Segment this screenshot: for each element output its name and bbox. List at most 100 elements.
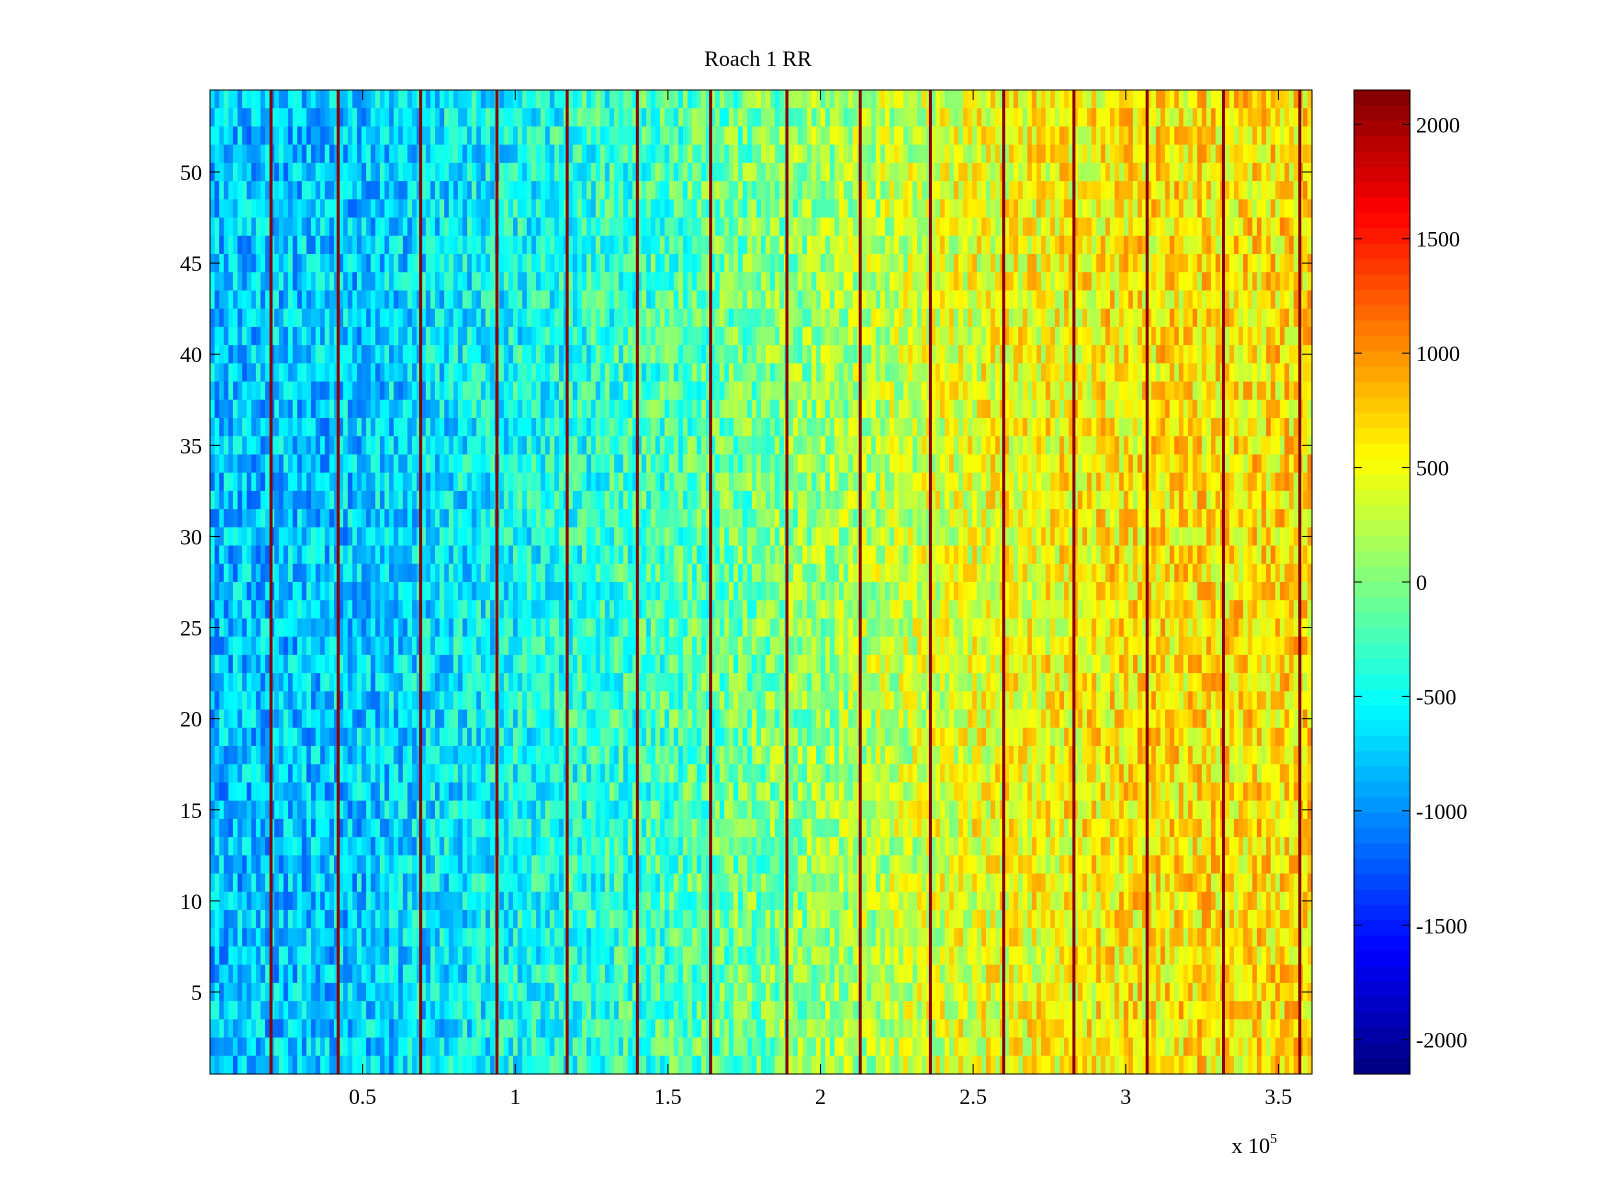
heatmap-cell [508, 399, 514, 419]
heatmap-cell [462, 126, 468, 146]
heatmap-cell [412, 399, 418, 419]
heatmap-cell [1105, 272, 1111, 292]
heatmap-cell [242, 254, 248, 273]
heatmap-cell [370, 418, 376, 437]
heatmap-cell [297, 290, 303, 310]
heatmap-cell [1142, 108, 1148, 128]
heatmap-cell [462, 399, 468, 419]
heatmap-cell [1284, 108, 1290, 128]
heatmap-cell [742, 454, 748, 474]
heatmap-cell [356, 217, 363, 237]
heatmap-cell [1087, 199, 1093, 219]
heatmap-cell [421, 454, 427, 474]
heatmap-cell [1128, 436, 1134, 456]
heatmap-cell [719, 217, 725, 237]
heatmap-cell [246, 436, 252, 456]
heatmap-cell [637, 199, 643, 219]
heatmap-cell [499, 181, 505, 200]
heatmap-cell [637, 290, 643, 310]
heatmap-cell [673, 290, 679, 310]
heatmap-cell [347, 308, 353, 328]
heatmap-cell [352, 144, 358, 164]
heatmap-cell [467, 399, 473, 419]
heatmap-cell [237, 308, 243, 328]
heatmap-cell [379, 199, 386, 219]
heatmap-cell [439, 272, 445, 292]
heatmap-cell [976, 162, 982, 182]
heatmap-cell [540, 418, 546, 437]
heatmap-cell [898, 199, 904, 219]
heatmap-cell [517, 436, 523, 456]
heatmap-cell [549, 181, 555, 200]
heatmap-cell [765, 381, 771, 401]
heatmap-cell [609, 381, 615, 401]
heatmap-cell [958, 272, 964, 292]
heatmap-cell [632, 381, 638, 401]
heatmap-cell [283, 108, 289, 128]
heatmap-cell [223, 181, 229, 200]
heatmap-cell [710, 436, 716, 456]
heatmap-cell [926, 162, 932, 182]
heatmap-cell [1027, 381, 1033, 401]
heatmap-cell [1004, 326, 1010, 346]
heatmap-cell [1169, 363, 1175, 383]
heatmap-cell [632, 272, 638, 292]
heatmap-cell [370, 363, 376, 383]
heatmap-cell [843, 90, 849, 109]
heatmap-cell [779, 181, 785, 200]
heatmap-cell [609, 308, 615, 328]
heatmap-cell [921, 235, 927, 255]
heatmap-cell [517, 308, 523, 328]
heatmap-cell [623, 418, 629, 437]
heatmap-cell [1013, 272, 1019, 292]
heatmap-cell [1050, 235, 1056, 255]
heatmap-cell [1183, 235, 1189, 255]
heatmap-cell [333, 418, 340, 437]
heatmap-cell [1077, 108, 1084, 128]
heatmap-cell [811, 235, 817, 255]
heatmap-cell [485, 454, 491, 474]
heatmap-cell [1160, 199, 1166, 219]
heatmap-cell [953, 199, 960, 219]
heatmap-cell [499, 217, 505, 237]
heatmap-cell [356, 381, 363, 401]
heatmap-cell [448, 162, 454, 182]
heatmap-cell [761, 326, 767, 346]
heatmap-cell [1013, 418, 1019, 437]
heatmap-cell [214, 290, 220, 310]
heatmap-cell [770, 363, 776, 383]
heatmap-cell [1266, 381, 1272, 401]
heatmap-cell [361, 454, 367, 474]
heatmap-cell [513, 326, 519, 346]
heatmap-cell [963, 345, 969, 364]
heatmap-cell [1284, 418, 1290, 437]
heatmap-cell [292, 399, 298, 419]
heatmap-cell [1091, 418, 1097, 437]
heatmap-cell [733, 217, 739, 237]
heatmap-cell [761, 126, 767, 146]
heatmap-cell [742, 326, 748, 346]
heatmap-cell [586, 254, 592, 273]
heatmap-cell [1284, 162, 1290, 182]
heatmap-cell [526, 181, 533, 200]
heatmap-cell [990, 126, 996, 146]
heatmap-cell [1229, 199, 1235, 219]
heatmap-cell [1114, 418, 1120, 437]
heatmap-cell [1045, 181, 1051, 200]
heatmap-cell [623, 217, 629, 237]
heatmap-cell [1050, 108, 1056, 128]
heatmap-cell [444, 326, 450, 346]
heatmap-cell [531, 345, 537, 364]
heatmap-cell [1275, 308, 1281, 328]
heatmap-cell [558, 90, 565, 109]
heatmap-cell [1252, 126, 1258, 146]
heatmap-cell [930, 199, 937, 219]
heatmap-cell [1137, 290, 1143, 310]
heatmap-cell [646, 235, 652, 255]
heatmap-cell [219, 418, 225, 437]
heatmap-cell [329, 454, 335, 474]
heatmap-cell [600, 162, 606, 182]
heatmap-cell [531, 235, 537, 255]
heatmap-cell [1077, 345, 1084, 364]
heatmap-cell [1137, 254, 1143, 273]
